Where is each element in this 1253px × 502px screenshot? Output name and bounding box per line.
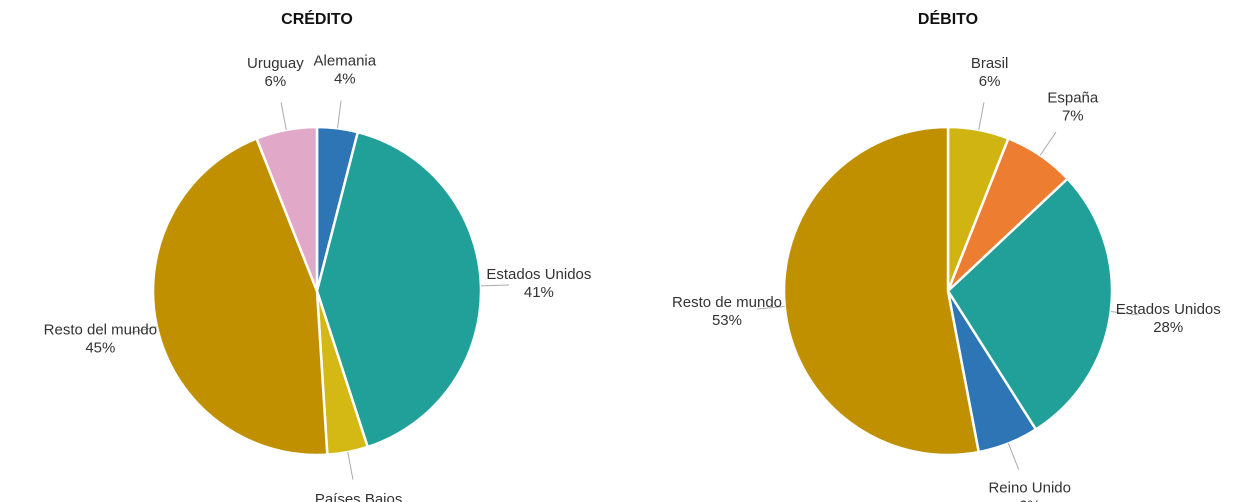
data-label-value: 41% bbox=[524, 284, 554, 301]
data-label-value: 6% bbox=[979, 73, 1001, 90]
data-label-name: Resto del mundo bbox=[44, 321, 157, 338]
leader-line bbox=[337, 100, 342, 129]
leader-line bbox=[347, 452, 354, 480]
data-label-value: 6% bbox=[265, 73, 287, 90]
leader-line bbox=[1007, 443, 1020, 470]
leader-line bbox=[756, 305, 785, 310]
chart-title: DÉBITO bbox=[918, 9, 978, 28]
data-label-name: Alemania bbox=[314, 53, 377, 70]
data-label-value: 28% bbox=[1153, 319, 1183, 336]
data-label-name: Estados Unidos bbox=[486, 266, 591, 283]
data-label-value: 45% bbox=[85, 339, 115, 356]
chart-title: CRÉDITO bbox=[281, 9, 353, 28]
data-label-name: Resto de mundo bbox=[672, 294, 782, 311]
pie-slice bbox=[151, 136, 329, 457]
leader-line bbox=[1039, 131, 1057, 156]
data-label-name: Estados Unidos bbox=[1116, 301, 1221, 318]
data-label-value: 7% bbox=[1062, 107, 1084, 124]
leader-line bbox=[129, 326, 158, 334]
pie-slice bbox=[255, 125, 319, 292]
leader-line bbox=[1110, 311, 1139, 316]
data-label-name: Uruguay bbox=[247, 55, 304, 72]
data-label-value: 4% bbox=[334, 71, 356, 88]
leader-line bbox=[480, 284, 509, 287]
data-label-name: España bbox=[1047, 89, 1099, 106]
data-label-name: Brasil bbox=[971, 55, 1009, 72]
data-label-name: Países Bajos bbox=[315, 491, 403, 502]
leader-line bbox=[280, 102, 287, 130]
data-label-name: Reino Unido bbox=[988, 479, 1071, 496]
leader-line bbox=[978, 102, 985, 130]
data-label-value: 53% bbox=[712, 312, 742, 329]
data-label-value: 6% bbox=[1019, 497, 1041, 502]
